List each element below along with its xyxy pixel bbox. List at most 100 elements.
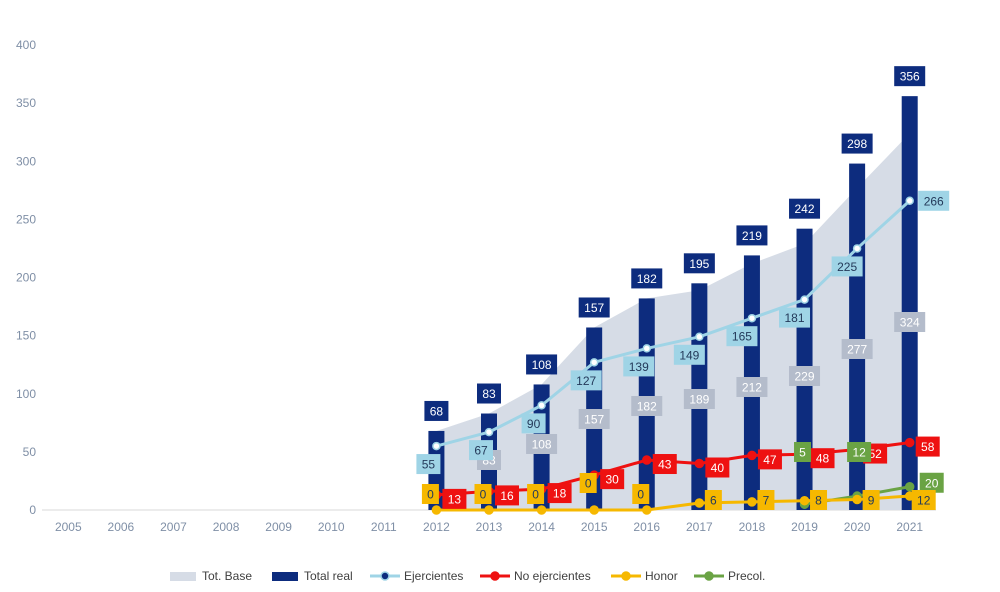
label-tot-base-box bbox=[578, 409, 610, 429]
label-total-real: 298 bbox=[847, 137, 867, 151]
label-no-ejercientes-box bbox=[757, 449, 782, 470]
x-tick-label: 2006 bbox=[108, 520, 135, 534]
label-no-ejercientes: 48 bbox=[816, 452, 830, 466]
x-tick-label: 2016 bbox=[633, 520, 660, 534]
label-total-real: 182 bbox=[637, 272, 657, 286]
label-no-ejercientes: 16 bbox=[500, 489, 514, 503]
label-no-ejercientes-box bbox=[705, 457, 730, 478]
y-tick-label: 300 bbox=[16, 154, 36, 168]
label-honor: 0 bbox=[480, 488, 487, 502]
label-ejercientes: 149 bbox=[679, 348, 699, 362]
tot-base-area bbox=[436, 133, 910, 510]
x-tick-label: 2011 bbox=[371, 520, 397, 534]
label-total-real: 195 bbox=[689, 257, 709, 271]
label-ejercientes: 127 bbox=[576, 374, 596, 388]
label-precol-box bbox=[847, 442, 872, 462]
label-honor: 0 bbox=[585, 477, 592, 491]
label-honor: 0 bbox=[637, 488, 644, 502]
point-no-ejercientes bbox=[747, 450, 757, 461]
point-ejercientes bbox=[537, 401, 546, 410]
label-precol: 12 bbox=[852, 446, 866, 460]
label-tot-base-box bbox=[841, 339, 873, 359]
label-honor: 0 bbox=[427, 488, 434, 502]
legend-label-precol: Precol. bbox=[728, 569, 765, 583]
legend: Tot. Base Total real Ejercientes No ejercie… bbox=[170, 569, 765, 583]
label-tot-base-box bbox=[683, 389, 715, 409]
label-ejercientes-box bbox=[521, 413, 546, 434]
label-precol-box bbox=[919, 472, 944, 493]
label-total-real-box bbox=[841, 133, 873, 154]
label-honor: 8 bbox=[815, 494, 822, 508]
label-tot-base: 277 bbox=[847, 343, 867, 357]
point-ejercientes bbox=[852, 244, 862, 253]
label-tot-base: 108 bbox=[532, 438, 552, 452]
label-honor-box bbox=[527, 484, 545, 504]
label-honor: 0 bbox=[532, 488, 539, 502]
label-no-ejercientes-box bbox=[495, 485, 519, 506]
label-honor: 9 bbox=[868, 494, 875, 508]
y-tick-label: 250 bbox=[16, 212, 36, 226]
x-tick-label: 2015 bbox=[581, 520, 608, 534]
bar-total-real bbox=[849, 163, 866, 510]
x-tick-label: 2012 bbox=[423, 520, 450, 534]
label-total-real-box bbox=[683, 253, 715, 274]
label-honor-box bbox=[862, 490, 880, 510]
label-ejercientes: 139 bbox=[629, 360, 649, 374]
label-no-ejercientes: 43 bbox=[658, 458, 672, 472]
label-ejercientes: 165 bbox=[732, 330, 752, 344]
label-no-ejercientes: 18 bbox=[553, 487, 567, 501]
label-honor: 12 bbox=[917, 494, 931, 508]
label-tot-base: 189 bbox=[689, 393, 709, 407]
label-honor-box bbox=[632, 484, 650, 504]
label-ejercientes: 225 bbox=[837, 260, 857, 274]
label-total-real: 83 bbox=[482, 387, 496, 401]
point-ejercientes bbox=[695, 332, 704, 342]
legend-marker-ejercientes bbox=[380, 571, 390, 581]
label-ejercientes-box bbox=[416, 454, 441, 475]
point-ejercientes bbox=[800, 295, 809, 304]
label-total-real: 157 bbox=[584, 301, 604, 315]
label-no-ejercientes: 40 bbox=[711, 461, 725, 475]
label-total-real-box bbox=[736, 225, 768, 246]
point-honor bbox=[799, 495, 810, 506]
label-total-real-box bbox=[894, 66, 926, 87]
label-total-real: 108 bbox=[532, 358, 552, 372]
label-ejercientes: 181 bbox=[785, 311, 805, 325]
label-ejercientes-box bbox=[623, 356, 655, 377]
label-honor-box bbox=[421, 484, 439, 504]
label-total-real-box bbox=[578, 297, 610, 318]
point-honor bbox=[431, 505, 442, 515]
label-no-ejercientes-box bbox=[915, 436, 940, 457]
label-tot-base-box bbox=[526, 434, 558, 454]
x-tick-label: 2021 bbox=[896, 520, 923, 534]
label-tot-base-box bbox=[894, 312, 926, 332]
label-honor: 7 bbox=[763, 494, 770, 508]
point-honor bbox=[484, 505, 494, 515]
label-honor: 6 bbox=[710, 494, 717, 508]
label-precol: 20 bbox=[925, 476, 939, 490]
legend-marker-precol bbox=[704, 571, 714, 581]
legend-label-honor: Honor bbox=[645, 569, 678, 583]
point-honor bbox=[536, 505, 547, 515]
label-total-real-box bbox=[424, 400, 449, 421]
label-no-ejercientes: 47 bbox=[763, 453, 777, 467]
label-tot-base-box bbox=[631, 396, 663, 416]
x-tick-label: 2018 bbox=[739, 520, 766, 534]
label-ejercientes-box bbox=[469, 440, 493, 461]
label-total-real-box bbox=[526, 354, 558, 375]
label-tot-base: 229 bbox=[795, 370, 815, 384]
label-tot-base: 212 bbox=[742, 381, 762, 395]
label-total-real: 68 bbox=[430, 404, 444, 418]
label-no-ejercientes-box bbox=[810, 448, 835, 469]
point-precol bbox=[904, 482, 915, 492]
x-tick-label: 2013 bbox=[476, 520, 503, 534]
point-ejercientes bbox=[484, 427, 494, 437]
label-tot-base-box bbox=[736, 377, 768, 397]
point-honor bbox=[747, 497, 757, 507]
x-tick-label: 2019 bbox=[791, 520, 818, 534]
label-no-ejercientes: 13 bbox=[448, 492, 462, 506]
legend-label-total-real: Total real bbox=[304, 569, 353, 583]
label-no-ejercientes: 30 bbox=[605, 473, 619, 487]
